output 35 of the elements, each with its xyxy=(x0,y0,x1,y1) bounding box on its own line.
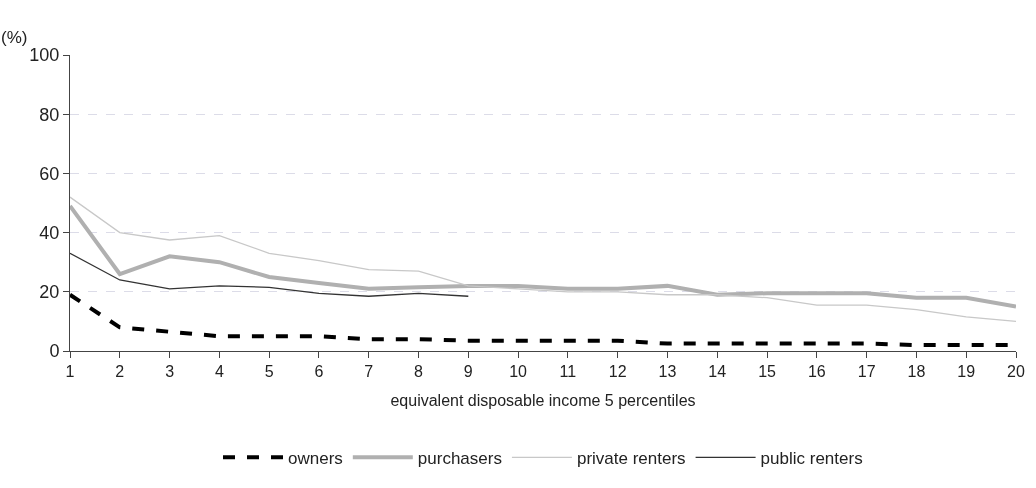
x-tick-label: 8 xyxy=(414,363,424,381)
x-tick-label: 19 xyxy=(957,363,976,381)
x-tick-label: 11 xyxy=(559,363,577,381)
x-tick-label: 20 xyxy=(1007,363,1025,381)
y-tick-label: 100 xyxy=(29,45,60,66)
x-tick-label: 9 xyxy=(463,363,473,381)
x-tick-label: 18 xyxy=(907,363,926,381)
legend-label: purchasers xyxy=(417,448,502,468)
y-tick-label: 40 xyxy=(39,222,60,243)
x-tick-label: 3 xyxy=(165,363,175,381)
legend-label: public renters xyxy=(760,448,863,468)
x-tick-label: 5 xyxy=(264,363,274,381)
x-tick-label: 12 xyxy=(608,363,627,381)
x-tick-label: 7 xyxy=(364,363,374,381)
x-tick-label: 4 xyxy=(214,363,224,381)
legend-label: owners xyxy=(288,448,343,468)
x-tick-label: 6 xyxy=(314,363,324,381)
y-tick-label: 80 xyxy=(39,104,60,125)
x-tick-label: 14 xyxy=(708,363,727,381)
x-tick-label: 17 xyxy=(857,363,876,381)
line-series xyxy=(70,203,1016,309)
y-axis-title: (%) xyxy=(1,28,28,47)
y-tick-label: 20 xyxy=(39,282,60,303)
x-tick-label: 2 xyxy=(115,363,125,381)
x-tick-label: 13 xyxy=(658,363,677,381)
x-tick-label: 1 xyxy=(65,363,75,381)
line-series xyxy=(70,252,469,297)
x-tick-label: 16 xyxy=(807,363,826,381)
x-tick-label: 15 xyxy=(758,363,777,381)
x-axis-title: equivalent disposable income 5 percentiles xyxy=(390,391,696,409)
x-tick-label: 10 xyxy=(509,363,528,381)
y-tick-label: 0 xyxy=(49,341,60,362)
y-tick-label: 60 xyxy=(39,163,60,184)
line-series xyxy=(70,196,1016,323)
legend-label: private renters xyxy=(576,448,686,468)
